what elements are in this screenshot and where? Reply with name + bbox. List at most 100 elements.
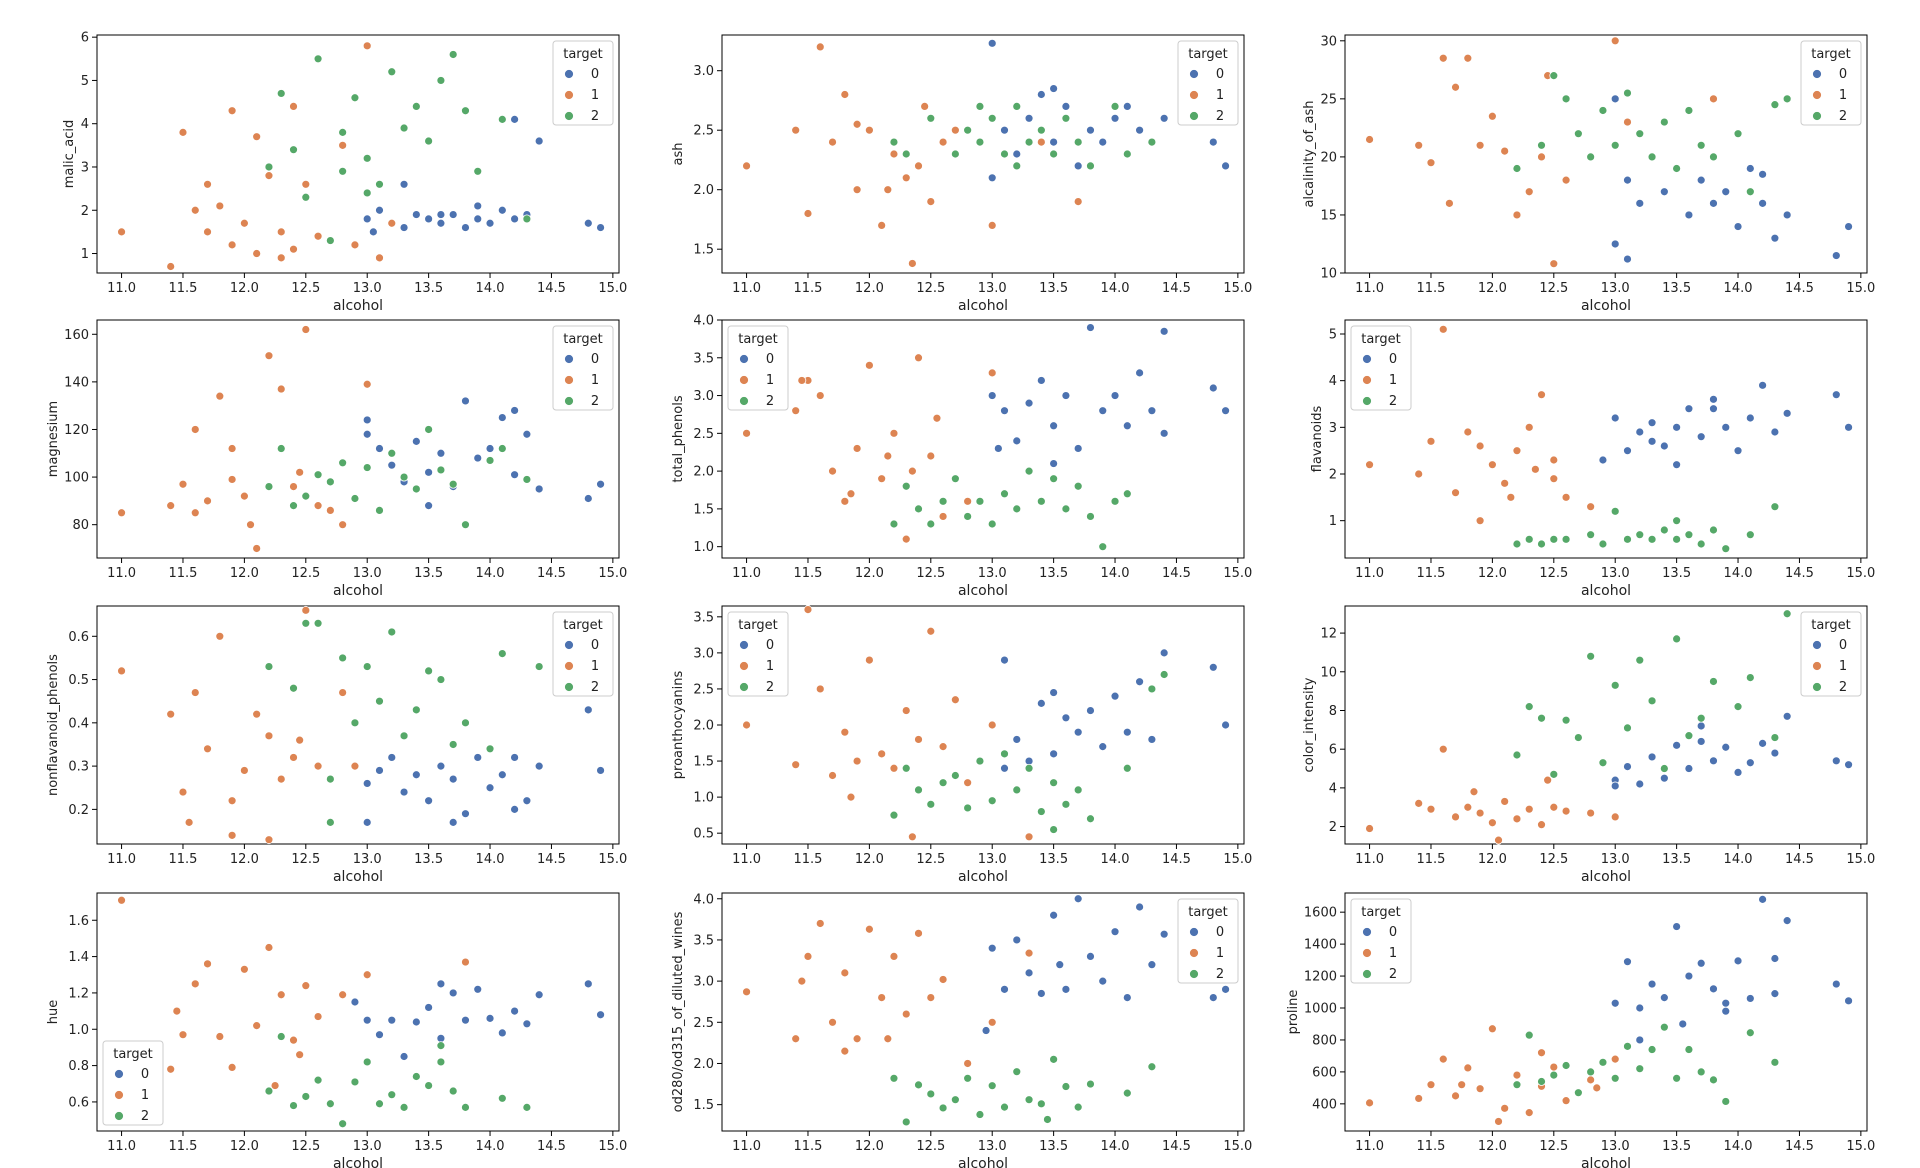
point-class-1 xyxy=(1549,259,1559,269)
point-class-2 xyxy=(1024,763,1034,773)
x-tick-label: 12.5 xyxy=(291,281,320,296)
y-tick-label: 25 xyxy=(1320,92,1337,107)
point-class-1 xyxy=(742,720,751,730)
y-tick-label: 10 xyxy=(1320,267,1337,282)
subplot-color-intensity: 11.0 11.5 12.0 12.5 13.0 13.5 14.0 14.5 15.0 2 4 6 8… xyxy=(1302,605,1875,885)
point-class-2 xyxy=(1647,534,1657,544)
point-class-2 xyxy=(1012,102,1022,111)
y-tick-label: 2 xyxy=(1329,468,1337,483)
point-class-2 xyxy=(325,477,335,487)
point-class-2 xyxy=(375,179,384,189)
point-class-0 xyxy=(1122,102,1132,111)
point-class-0 xyxy=(1709,404,1718,414)
point-class-2 xyxy=(1672,534,1682,544)
point-class-1 xyxy=(1438,1054,1448,1064)
y-axis-label: proanthocyanins xyxy=(671,671,686,780)
point-class-1 xyxy=(166,262,176,271)
point-class-1 xyxy=(289,753,298,762)
y-axis-label: total_phenols xyxy=(671,395,686,483)
legend-box xyxy=(102,1040,164,1126)
x-tick-label: 12.5 xyxy=(916,852,945,867)
point-class-1 xyxy=(1561,1096,1571,1106)
point-class-1 xyxy=(1365,824,1374,833)
x-tick-label: 14.0 xyxy=(476,566,505,581)
point-class-2 xyxy=(975,102,985,111)
point-class-1 xyxy=(1426,1080,1436,1090)
point-class-1 xyxy=(264,171,274,181)
legend-label-1: 1 xyxy=(591,659,599,674)
point-class-0 xyxy=(1135,125,1144,135)
point-class-0 xyxy=(424,796,434,806)
legend-marker-0 xyxy=(564,354,574,364)
point-class-1 xyxy=(877,749,887,759)
x-tick-label: 11.0 xyxy=(1355,566,1384,581)
point-class-1 xyxy=(276,253,286,263)
x-axis-label: alcohol xyxy=(1581,583,1631,599)
legend-title: target xyxy=(563,47,603,62)
x-tick-label: 12.0 xyxy=(1478,852,1507,867)
point-class-2 xyxy=(1709,677,1718,686)
point-class-0 xyxy=(1110,691,1120,701)
point-class-2 xyxy=(1024,466,1034,476)
point-class-2 xyxy=(1073,1102,1083,1112)
plot-frame xyxy=(96,892,620,1132)
point-class-2 xyxy=(313,470,323,480)
point-class-2 xyxy=(448,479,458,489)
legend-marker-2 xyxy=(1812,111,1822,121)
point-class-2 xyxy=(1610,680,1620,690)
point-class-2 xyxy=(1598,106,1608,115)
y-tick-label: 3 xyxy=(81,160,89,175)
plot-frame xyxy=(1344,319,1868,559)
point-class-0 xyxy=(583,494,593,503)
y-tick-label: 4.0 xyxy=(693,892,714,907)
point-class-2 xyxy=(1061,504,1071,514)
legend-label-2: 2 xyxy=(1216,109,1224,124)
point-class-1 xyxy=(362,41,372,51)
point-class-1 xyxy=(889,428,899,438)
point-class-1 xyxy=(289,1035,298,1045)
point-class-1 xyxy=(742,161,751,171)
point-class-1 xyxy=(791,760,801,770)
point-class-2 xyxy=(448,740,458,749)
x-tick-label: 11.0 xyxy=(1355,852,1384,867)
point-class-2 xyxy=(1684,731,1694,741)
x-tick-label: 14.0 xyxy=(1101,281,1130,296)
point-class-2 xyxy=(1696,1067,1706,1077)
y-tick-label: 3.0 xyxy=(693,646,714,661)
point-class-2 xyxy=(436,1041,446,1051)
point-class-1 xyxy=(178,479,188,489)
point-class-2 xyxy=(264,482,274,492)
x-tick-label: 11.5 xyxy=(1416,1139,1445,1154)
point-class-2 xyxy=(387,448,397,458)
legend-label-2: 2 xyxy=(591,394,599,409)
point-class-0 xyxy=(1696,958,1706,968)
point-class-1 xyxy=(938,975,948,984)
y-tick-label: 6 xyxy=(81,31,89,46)
y-tick-label: 1000 xyxy=(1304,1002,1337,1017)
point-class-2 xyxy=(1623,723,1632,733)
point-class-2 xyxy=(411,705,421,715)
point-class-1 xyxy=(901,173,911,183)
point-class-0 xyxy=(1610,781,1620,791)
point-class-1 xyxy=(901,706,911,715)
plot-frame xyxy=(1344,892,1868,1132)
point-class-0 xyxy=(1635,779,1645,789)
point-class-2 xyxy=(1684,106,1694,115)
point-class-1 xyxy=(815,391,825,400)
y-tick-label: 0.4 xyxy=(68,716,89,731)
y-tick-label: 2.0 xyxy=(693,465,714,480)
point-class-1 xyxy=(907,259,917,268)
point-class-1 xyxy=(1463,1063,1473,1073)
point-class-0 xyxy=(1745,164,1755,173)
point-class-0 xyxy=(1709,394,1718,404)
point-class-1 xyxy=(797,976,807,986)
y-tick-label: 1.0 xyxy=(693,791,714,806)
x-tick-label: 11.5 xyxy=(168,566,197,581)
point-class-2 xyxy=(1512,539,1522,549)
point-class-1 xyxy=(289,244,298,254)
legend-box xyxy=(727,611,789,697)
point-class-1 xyxy=(883,185,893,195)
point-class-1 xyxy=(227,444,237,453)
point-class-0 xyxy=(411,436,421,446)
point-class-1 xyxy=(840,727,850,737)
